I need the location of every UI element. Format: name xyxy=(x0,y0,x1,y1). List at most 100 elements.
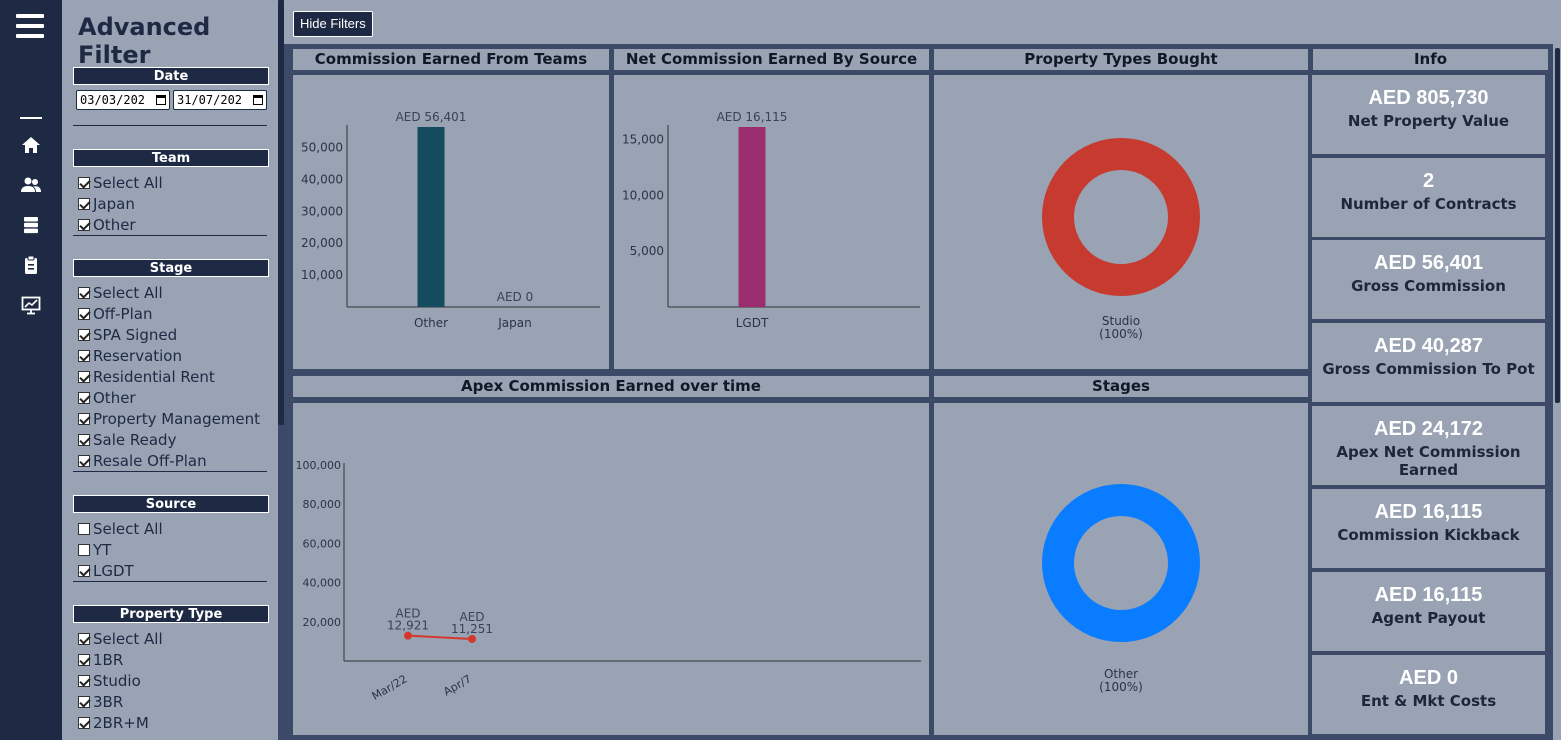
main-scrollbar[interactable] xyxy=(1553,44,1561,740)
clipboard-icon[interactable] xyxy=(21,255,41,275)
y-tick-label: 20,000 xyxy=(303,616,342,629)
filter-option[interactable]: Japan xyxy=(78,194,135,215)
filter-option-label: Other xyxy=(93,389,136,407)
checkbox[interactable] xyxy=(78,371,90,383)
filter-option[interactable]: SPA Signed xyxy=(78,325,177,346)
filter-option-label: Off-Plan xyxy=(93,305,153,323)
checkbox[interactable] xyxy=(78,696,90,708)
checkbox[interactable] xyxy=(78,350,90,362)
filter-option-label: Select All xyxy=(93,520,163,538)
filter-option[interactable]: Residential Rent xyxy=(78,367,215,388)
source-chart-panel: 5,000 10,000 15,000 AED 16,115 LGDT xyxy=(614,75,929,369)
info-card: AED 16,115 Agent Payout xyxy=(1312,572,1545,651)
filter-panel-title: Advanced Filter xyxy=(78,13,211,69)
checkbox[interactable] xyxy=(78,219,90,231)
main-scrollbar-thumb[interactable] xyxy=(1555,48,1560,403)
data-point xyxy=(404,631,412,640)
checkbox[interactable] xyxy=(78,717,90,729)
checkbox[interactable] xyxy=(78,434,90,446)
checkbox[interactable] xyxy=(78,675,90,687)
filter-option[interactable]: 2BR+M xyxy=(78,713,149,734)
checkbox[interactable] xyxy=(78,544,90,556)
filter-option[interactable]: 1BR xyxy=(78,650,123,671)
checkbox[interactable] xyxy=(78,565,90,577)
data-label: AED xyxy=(459,610,484,624)
bar-data-label: AED 16,115 xyxy=(717,110,788,124)
checkbox[interactable] xyxy=(78,308,90,320)
info-card: AED 0 Ent & Mkt Costs xyxy=(1312,655,1545,734)
users-icon[interactable] xyxy=(21,175,41,195)
hide-filters-button[interactable]: Hide Filters xyxy=(293,11,373,37)
info-card-label: Ent & Mkt Costs xyxy=(1360,692,1497,710)
checkbox[interactable] xyxy=(78,392,90,404)
info-card-label: Number of Contracts xyxy=(1340,195,1517,213)
filter-option[interactable]: Property Management xyxy=(78,409,260,430)
info-card-value: AED 0 xyxy=(1399,667,1458,689)
filter-option[interactable]: Other xyxy=(78,215,136,236)
property-type-filter-header: Property Type xyxy=(73,605,269,623)
x-tick-label: LGDT xyxy=(736,316,769,330)
filter-option[interactable]: Select All xyxy=(78,519,163,540)
filter-option[interactable]: 3BR xyxy=(78,692,123,713)
filter-option[interactable]: LGDT xyxy=(78,561,134,582)
teams-chart-title: Commission Earned From Teams xyxy=(293,49,609,70)
home-icon[interactable] xyxy=(21,135,41,155)
filter-option[interactable]: Select All xyxy=(78,173,163,194)
menu-icon[interactable] xyxy=(16,14,44,38)
filter-option-label: Studio xyxy=(93,672,141,690)
filter-option-label: Property Management xyxy=(93,410,261,428)
filter-option-label: Select All xyxy=(93,630,163,648)
checkbox[interactable] xyxy=(78,654,90,666)
checkbox[interactable] xyxy=(78,198,90,210)
filter-option[interactable]: YT xyxy=(78,540,111,561)
database-icon[interactable] xyxy=(21,215,41,235)
bar xyxy=(417,127,445,307)
filter-option-label: 3BR xyxy=(93,693,124,711)
checkbox[interactable] xyxy=(78,329,90,341)
info-card-value: AED 805,730 xyxy=(1368,87,1489,109)
presentation-chart-icon[interactable] xyxy=(21,295,41,315)
checkbox[interactable] xyxy=(78,177,90,189)
y-tick-label: 5,000 xyxy=(630,244,664,258)
data-label: 12,921 xyxy=(387,619,429,633)
stage-filter-header: Stage xyxy=(73,259,269,277)
data-point xyxy=(468,634,476,643)
date-from-input[interactable]: 03/03/202 xyxy=(76,90,170,110)
info-title: Info xyxy=(1313,49,1548,70)
filter-option-label: Sale Ready xyxy=(93,431,177,449)
team-filter-header: Team xyxy=(73,149,269,167)
filter-scrollbar-thumb[interactable] xyxy=(278,0,284,425)
slice-percent-label: (100%) xyxy=(1099,680,1143,694)
info-card-value: AED 24,172 xyxy=(1374,418,1483,440)
filter-option[interactable]: Studio xyxy=(78,671,141,692)
checkbox[interactable] xyxy=(78,287,90,299)
y-tick-label: 10,000 xyxy=(622,188,664,202)
stages-donut-chart: Other(100%) xyxy=(1042,484,1200,694)
filter-option[interactable]: Select All xyxy=(78,629,163,650)
checkbox[interactable] xyxy=(78,455,90,467)
checkbox[interactable] xyxy=(78,633,90,645)
filter-option[interactable]: Resale Off-Plan xyxy=(78,451,207,472)
info-card: AED 56,401 Gross Commission xyxy=(1312,240,1545,319)
filter-option[interactable]: Off-Plan xyxy=(78,304,152,325)
filter-option-label: 2BR+M xyxy=(93,714,149,732)
date-filter-header: Date xyxy=(73,67,269,85)
calendar-icon[interactable] xyxy=(156,95,166,105)
filter-option[interactable]: Reservation xyxy=(78,346,182,367)
donut-slice xyxy=(1042,484,1200,642)
teams-bar-chart: 10,000 20,000 30,000 40,000 50,000 AED 56,401… xyxy=(301,110,600,330)
checkbox[interactable] xyxy=(78,413,90,425)
info-card-label: Agent Payout xyxy=(1371,609,1486,627)
rail-divider xyxy=(20,117,42,119)
checkbox[interactable] xyxy=(78,523,90,535)
date-to-input[interactable]: 31/07/202 xyxy=(173,90,267,110)
filter-option[interactable]: Sale Ready xyxy=(78,430,176,451)
info-card-label: Gross Commission xyxy=(1351,277,1506,295)
calendar-icon[interactable] xyxy=(253,95,263,105)
data-label: AED xyxy=(395,607,420,621)
property-chart-panel: Studio (100%) xyxy=(934,75,1308,369)
info-card-label: Commission Kickback xyxy=(1337,526,1520,544)
filter-option[interactable]: Select All xyxy=(78,283,163,304)
filter-scrollbar[interactable] xyxy=(278,0,284,740)
filter-option[interactable]: Other xyxy=(78,388,136,409)
